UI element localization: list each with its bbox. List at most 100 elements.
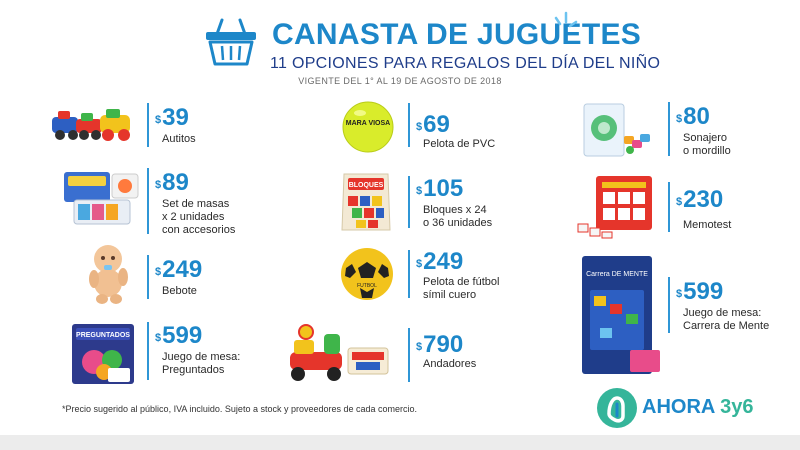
price-value: 80 <box>683 103 710 130</box>
desc-line: Bloques x 24 <box>423 204 487 216</box>
ball-label: MARA VIOSA <box>346 120 390 127</box>
shopping-basket-icon <box>206 18 256 66</box>
price-memotest: $230 <box>676 187 723 216</box>
sparkle-icon <box>554 11 578 28</box>
desc-memotest: Memotest <box>683 219 731 232</box>
price-value: 69 <box>423 111 450 138</box>
pvc-ball-image: MARA VIOSA <box>342 101 394 153</box>
baby-doll-image <box>89 245 128 304</box>
price-andadores: $790 <box>416 332 463 361</box>
currency-symbol: $ <box>416 258 423 270</box>
desc-line: Carrera de Mente <box>683 320 770 332</box>
desc-line: Juego de mesa: <box>162 351 241 363</box>
desc-line: Juego de mesa: <box>683 307 762 319</box>
blocks-bag-image: BLOQUES <box>341 173 391 231</box>
desc-line: Preguntados <box>162 364 225 376</box>
price-masas: $89 <box>155 170 189 199</box>
desc-line: Andadores <box>423 358 477 370</box>
validity-dates: VIGENTE DEL 1° AL 19 DE AGOSTO DE 2018 <box>298 76 502 86</box>
price-preguntados: $599 <box>155 323 202 352</box>
divider-line <box>408 103 410 147</box>
price-value: 249 <box>423 248 464 275</box>
price-value: 230 <box>683 186 724 213</box>
divider-line <box>147 255 149 299</box>
desc-line: x 2 unidades <box>162 211 225 223</box>
page-title: CANASTA DE JUGUETES <box>272 18 642 51</box>
price-value: 39 <box>162 104 189 131</box>
price-sonajero: $80 <box>676 104 710 133</box>
divider-line <box>147 322 149 380</box>
desc-masas: Set de masas x 2 unidades con accesorios <box>162 198 235 237</box>
divider-line <box>668 182 670 232</box>
desc-line: o 36 unidades <box>423 217 493 229</box>
currency-symbol: $ <box>416 341 423 353</box>
footnote: *Precio sugerido al público, IVA incluid… <box>62 404 418 414</box>
desc-autitos: Autitos <box>162 133 196 146</box>
toy-cars-image <box>52 109 130 141</box>
desc-line: con accesorios <box>162 224 236 236</box>
divider-line <box>147 168 149 234</box>
divider-line <box>668 102 670 156</box>
price-bloques: $105 <box>416 176 463 205</box>
box-label: PREGUNTADOS <box>76 332 130 339</box>
ahora-brand-wordmark: AHORA 3y6 <box>642 396 754 419</box>
desc-line: o mordillo <box>683 145 731 157</box>
desc-pelota-pvc: Pelota de PVC <box>423 138 495 151</box>
price-carrera: $599 <box>676 279 723 308</box>
desc-pelota-futbol: Pelota de fútbol símil cuero <box>423 276 499 302</box>
bottom-strip <box>0 435 800 450</box>
divider-line <box>668 277 670 333</box>
currency-symbol: $ <box>416 185 423 197</box>
currency-symbol: $ <box>676 196 683 208</box>
desc-line: Sonajero <box>683 132 728 144</box>
currency-symbol: $ <box>155 332 162 344</box>
currency-symbol: $ <box>676 113 683 125</box>
divider-line <box>147 103 149 147</box>
currency-symbol: $ <box>155 114 162 126</box>
desc-bebote: Bebote <box>162 285 197 298</box>
promo-page: CANASTA DE JUGUETES 11 OPCIONES PARA REG… <box>52 11 770 428</box>
carrera-de-mente-game-image: Carrera DE MENTE <box>582 256 660 374</box>
currency-symbol: $ <box>416 121 423 133</box>
rattle-teether-image <box>583 103 650 157</box>
desc-bloques: Bloques x 24 o 36 unidades <box>423 204 492 230</box>
desc-line: Pelota de PVC <box>423 138 496 150</box>
desc-line: Pelota de fútbol <box>423 276 500 288</box>
play-dough-set-image <box>64 172 139 225</box>
desc-line: Set de masas <box>162 198 230 210</box>
ball-label: FUTBOL <box>357 283 377 289</box>
desc-preguntados: Juego de mesa: Preguntados <box>162 351 240 377</box>
price-autitos: $39 <box>155 105 189 134</box>
price-pelota-pvc: $69 <box>416 112 450 141</box>
price-bebote: $249 <box>155 257 202 286</box>
price-value: 599 <box>683 278 724 305</box>
desc-line: Autitos <box>162 133 196 145</box>
price-pelota-futbol: $249 <box>416 249 463 278</box>
bag-label: BLOQUES <box>349 182 384 189</box>
desc-line: Memotest <box>683 219 732 231</box>
currency-symbol: $ <box>676 288 683 300</box>
currency-symbol: $ <box>155 266 162 278</box>
desc-carrera: Juego de mesa: Carrera de Mente <box>683 307 769 333</box>
page-subtitle: 11 OPCIONES PARA REGALOS DEL DÍA DEL NIÑ… <box>270 55 661 72</box>
memotest-game-image <box>577 176 652 239</box>
price-value: 105 <box>423 175 464 202</box>
desc-line: símil cuero <box>423 289 477 301</box>
walker-image <box>290 324 389 381</box>
currency-symbol: $ <box>155 179 162 191</box>
price-value: 790 <box>423 331 464 358</box>
soccer-ball-image: FUTBOL <box>341 248 393 300</box>
price-value: 89 <box>162 169 189 196</box>
divider-line <box>408 328 410 382</box>
price-value: 599 <box>162 322 203 349</box>
desc-line: Bebote <box>162 285 197 297</box>
brand-word: AHORA <box>642 396 715 418</box>
box-label: Carrera DE MENTE <box>586 271 648 278</box>
brand-number: 3y6 <box>720 396 754 418</box>
divider-line <box>408 176 410 228</box>
preguntados-game-box-image: PREGUNTADOS <box>72 324 134 384</box>
price-value: 249 <box>162 256 203 283</box>
desc-andadores: Andadores <box>423 358 476 371</box>
ahora-hand-logo-icon <box>597 388 637 428</box>
desc-sonajero: Sonajero o mordillo <box>683 132 731 158</box>
